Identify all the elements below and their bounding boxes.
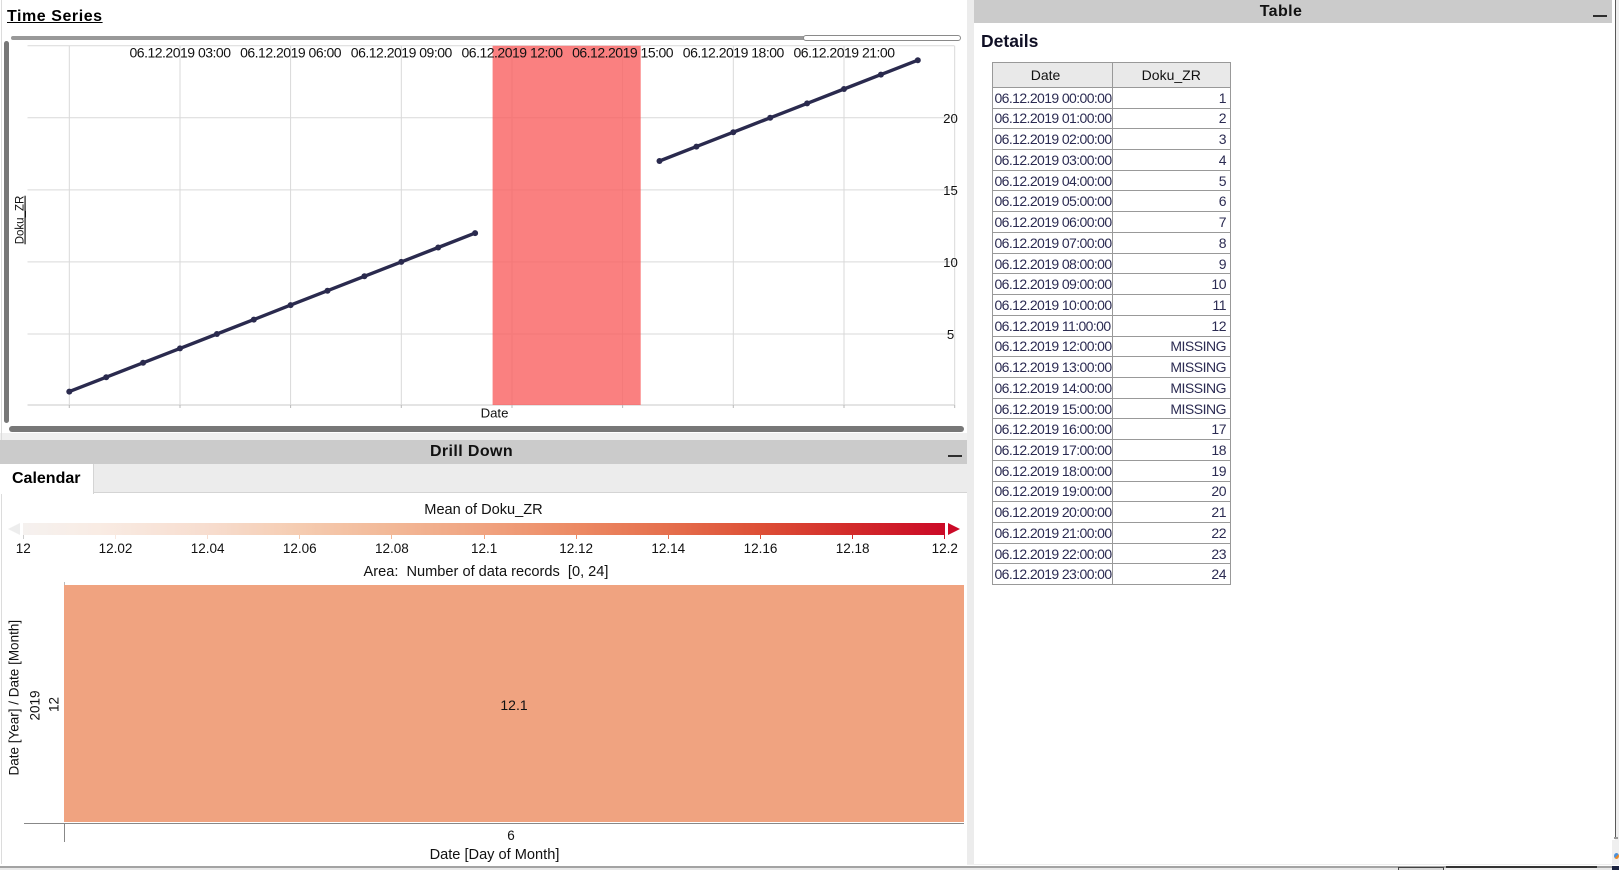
svg-text:06.12.2019 06:00: 06.12.2019 06:00	[240, 44, 342, 60]
svg-text:06.12.2019 15:00: 06.12.2019 15:00	[572, 44, 674, 60]
svg-text:15: 15	[943, 183, 958, 198]
svg-text:10: 10	[943, 255, 958, 270]
svg-text:5: 5	[947, 327, 954, 342]
svg-text:Doku_ZR: Doku_ZR	[15, 196, 27, 245]
svg-text:Date: Date	[481, 406, 509, 421]
svg-text:06.12.2019 21:00: 06.12.2019 21:00	[794, 44, 896, 60]
svg-text:20: 20	[943, 111, 958, 126]
svg-text:06.12.2019 03:00: 06.12.2019 03:00	[130, 44, 232, 60]
svg-text:06.12.2019 18:00: 06.12.2019 18:00	[683, 44, 785, 60]
svg-text:06.12.2019 09:00: 06.12.2019 09:00	[351, 44, 453, 60]
svg-text:06.12.2019 12:00: 06.12.2019 12:00	[462, 44, 564, 60]
